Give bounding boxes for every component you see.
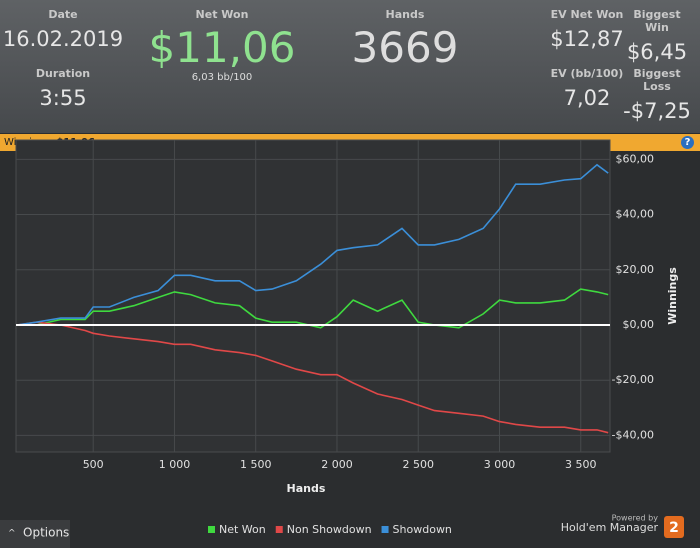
stat-label: Net Won [195,8,249,21]
banner-label: Winnings: [4,137,54,148]
stat-value: 3669 [351,23,459,72]
banner-value: $11,06 [56,137,95,148]
banner: Winnings: $11,06 ? [0,134,700,151]
x-tick-label: 1 500 [240,458,272,471]
legend-label: Non Showdown [287,523,372,536]
y-tick-label: $0,00 [623,318,655,331]
header: Date 16.02.2019 Duration 3:55 Net Won $11,0… [0,0,700,133]
stat: EV (bb/100) 7,02 [550,67,624,110]
legend-label: Showdown [393,523,452,536]
stat-label: Biggest Win [633,8,681,34]
y-tick-label: $60,00 [616,152,655,165]
x-tick-label: 500 [83,458,104,471]
stat-value: 16.02.2019 [2,27,124,51]
x-tick-label: 2 000 [321,458,353,471]
stat: Biggest Win $6,45 [624,8,690,64]
badge [664,516,684,538]
stat-label: EV Net Won [550,8,624,21]
y-tick-label: $40,00 [616,208,655,221]
legend-swatch [208,526,215,533]
x-tick-label: 1 000 [159,458,191,471]
stat-label: Date [48,8,78,21]
x-tick-label: 3 000 [484,458,516,471]
series-line [16,288,609,329]
y-tick-label: $20,00 [616,263,655,276]
options-button[interactable] [0,520,70,548]
y-tick-label: -$40,00 [612,428,654,441]
powered-by: Powered by [612,514,659,523]
y-axis-title: Winnings [666,267,679,325]
x-tick-label: 3 500 [565,458,597,471]
options-label[interactable]: Options [23,526,69,540]
stat-value: $12,87 [550,27,624,51]
y-tick-label: -$20,00 [612,373,654,386]
series-line [16,321,609,434]
stat: Date 16.02.2019 [0,8,126,51]
stat-value: 7,02 [563,86,611,110]
legend-label: Net Won [219,523,266,536]
options-caret: ^ [8,529,16,539]
brand: Hold'em Manager [561,521,659,534]
legend-swatch [275,526,283,533]
stat-value: 3:55 [39,86,87,110]
stat-sub: 6,03 bb/100 [191,72,253,83]
badge-text: 2 [669,520,679,536]
plot-area [15,139,611,453]
series-line [16,163,609,326]
stat-value: $6,45 [626,40,688,64]
stat: Duration 3:55 [0,67,126,110]
stat: Hands 3669 [330,8,480,72]
stat-label: Hands [385,8,425,21]
x-axis-title: Hands [287,482,326,495]
stat-label: EV (bb/100) [550,67,624,80]
stat-value: -$7,25 [623,99,691,123]
stat-label: Biggest Loss [633,67,681,93]
x-tick-label: 2 500 [402,458,434,471]
help-button[interactable]: ? [681,136,694,149]
stat: Net Won $11,06 6,03 bb/100 [140,8,304,83]
stat-value: $11,06 [148,23,296,72]
legend-swatch [381,526,389,533]
stat-label: Duration [35,67,91,80]
stat: EV Net Won $12,87 [550,8,624,51]
stat: Biggest Loss -$7,25 [620,67,694,123]
